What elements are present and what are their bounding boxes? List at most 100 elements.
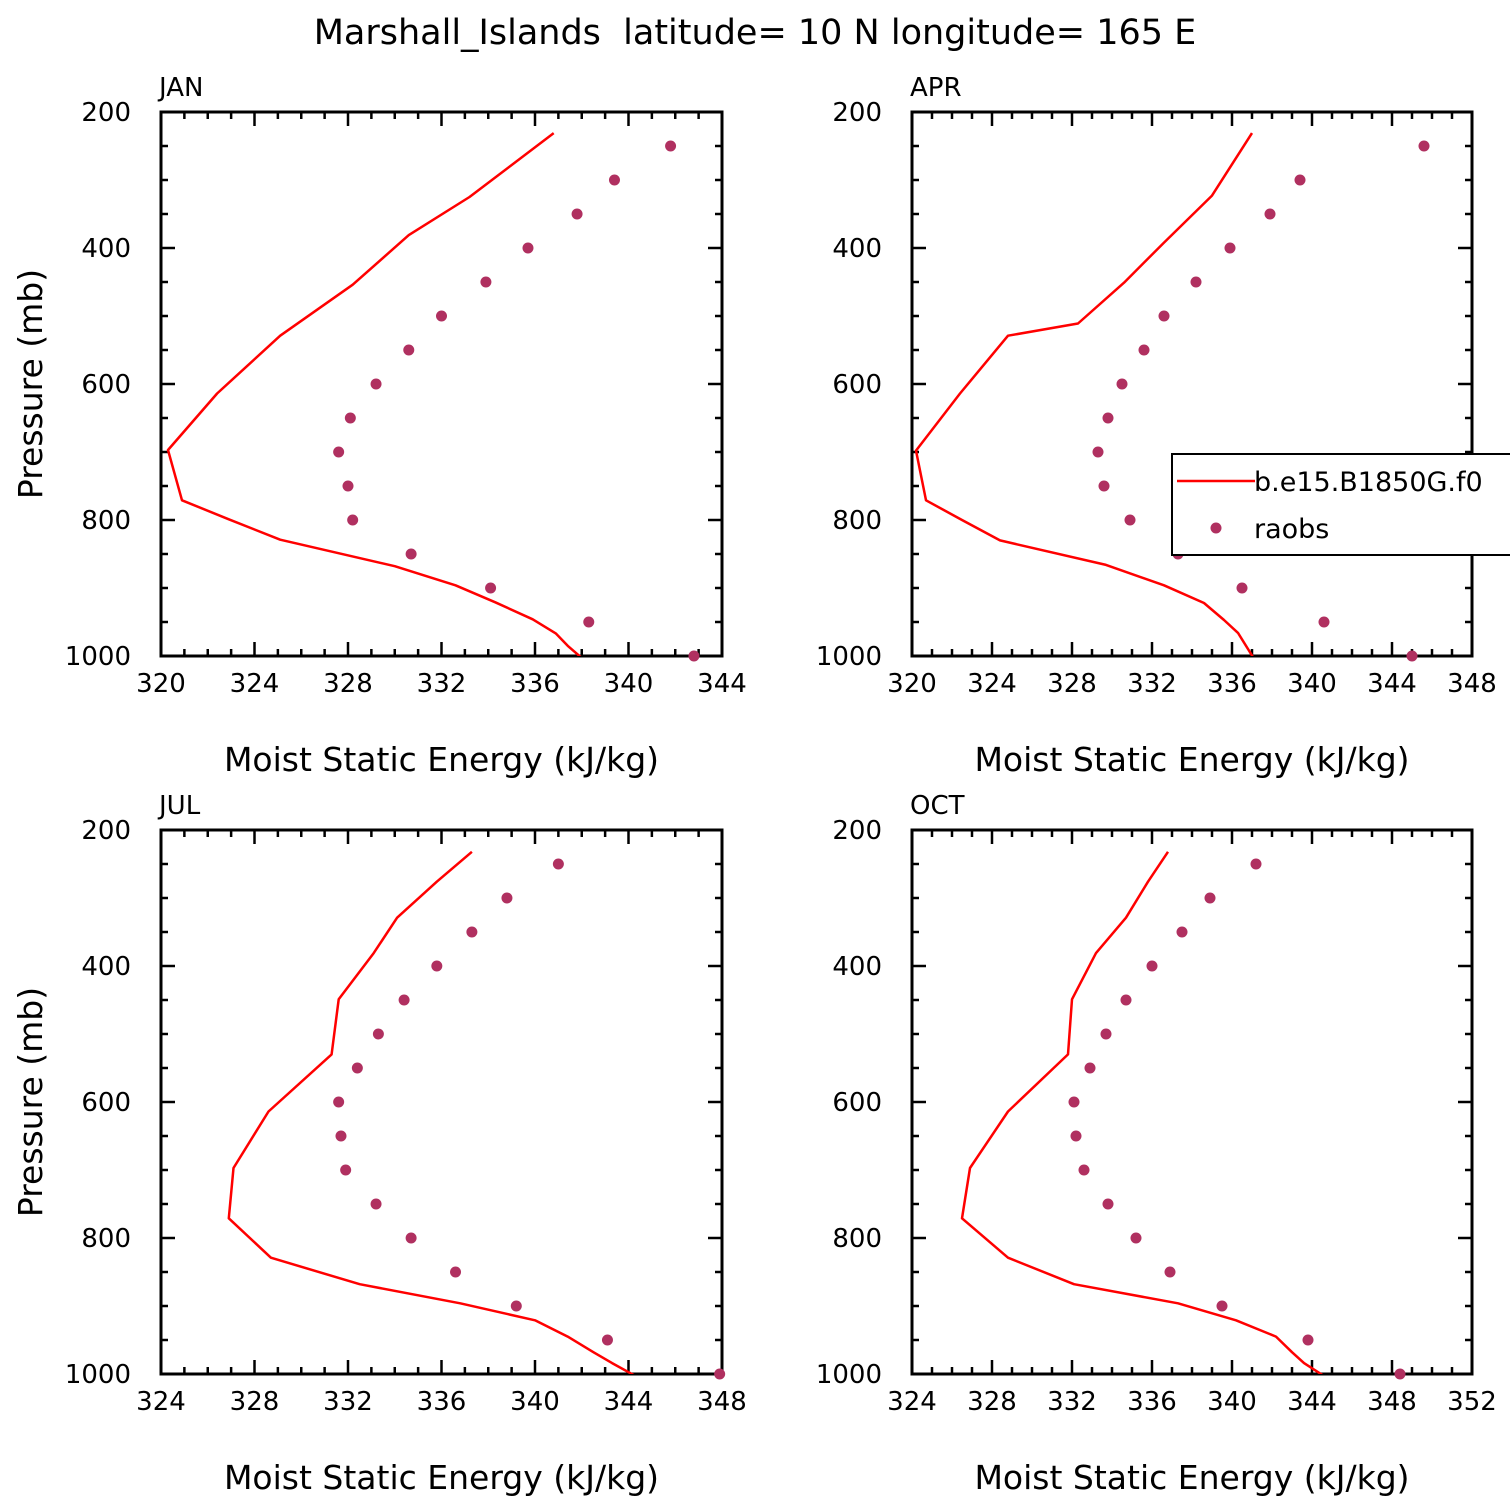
- panel-label-apr: APR: [910, 73, 962, 103]
- raobs-point: [405, 548, 417, 560]
- raobs-point: [1138, 344, 1150, 356]
- x-tick-label: 324: [230, 669, 280, 699]
- x-tick-label: 340: [510, 1387, 560, 1417]
- raobs-point: [1078, 1164, 1090, 1176]
- x-tick-label: 324: [887, 1387, 937, 1417]
- raobs-point: [480, 276, 492, 288]
- raobs-point: [1418, 140, 1430, 152]
- y-tick-label: 600: [81, 370, 131, 400]
- x-tick-label: 348: [1367, 1387, 1417, 1417]
- panel-label-oct: OCT: [910, 791, 965, 821]
- x-tick-label: 328: [967, 1387, 1017, 1417]
- y-tick-label: 600: [832, 1088, 882, 1118]
- raobs-point: [1116, 378, 1128, 390]
- raobs-point: [688, 650, 700, 662]
- x-tick-label: 344: [1367, 669, 1417, 699]
- raobs-point: [335, 1130, 347, 1142]
- raobs-point: [1146, 960, 1158, 972]
- y-tick-label: 1000: [816, 642, 882, 672]
- raobs-point: [398, 994, 410, 1006]
- raobs-point: [1318, 616, 1330, 628]
- raobs-point: [1158, 310, 1170, 322]
- raobs-point: [431, 960, 443, 972]
- raobs-point: [1098, 480, 1110, 492]
- raobs-point: [1394, 1368, 1406, 1380]
- raobs-point: [1406, 650, 1418, 662]
- plot-frame: [159, 110, 724, 658]
- raobs-point: [1100, 1028, 1112, 1040]
- raobs-point: [1068, 1096, 1080, 1108]
- raobs-point: [1102, 412, 1114, 424]
- y-tick-label: 200: [832, 98, 882, 128]
- plot-area: [960, 851, 1324, 1374]
- raobs-point: [665, 140, 677, 152]
- raobs-point: [405, 1232, 417, 1244]
- x-tick-label: 340: [604, 669, 654, 699]
- raobs-point: [601, 1334, 613, 1346]
- y-tick-label: 200: [81, 816, 131, 846]
- x-tick-label: 344: [697, 669, 747, 699]
- panel-jul: 324 328 332 336 340 344 348 200 400 600 800 1000 JUL…: [11, 791, 747, 1497]
- x-tick-label: 336: [1207, 669, 1257, 699]
- y-tick-label: 200: [832, 816, 882, 846]
- y-tick-label: 600: [832, 370, 882, 400]
- raobs-point: [1236, 582, 1248, 594]
- raobs-point: [1120, 994, 1132, 1006]
- raobs-point: [522, 242, 534, 254]
- raobs-point: [436, 310, 447, 322]
- plot-area: [166, 132, 582, 656]
- raobs-point: [1216, 1300, 1228, 1312]
- raobs-point: [340, 1164, 352, 1176]
- x-tick-label: 320: [887, 669, 937, 699]
- x-tick-label: 324: [136, 1387, 186, 1417]
- model-series-line: [914, 132, 1254, 656]
- raobs-point: [608, 174, 620, 186]
- panel-apr: 320 324 328 332 336 340 344 348 200 400 600 800 1000…: [816, 73, 1497, 779]
- raobs-point: [1294, 174, 1306, 186]
- panel-oct: 324 328 332 336 340 344 348 352 200 400 600 800 1000…: [816, 791, 1497, 1497]
- raobs-point: [333, 446, 345, 458]
- x-tick-label: 340: [1287, 669, 1337, 699]
- x-axis-title: Moist Static Energy (kJ/kg): [224, 740, 659, 779]
- raobs-point: [370, 1198, 382, 1210]
- legend: b.e15.B1850G.f0 raobs: [1171, 453, 1510, 556]
- raobs-point: [1176, 926, 1188, 938]
- model-series-line: [166, 132, 582, 656]
- legend-marker-swatch: [1210, 522, 1222, 534]
- raobs-point: [1250, 858, 1262, 870]
- x-tick-label: 332: [1047, 1387, 1097, 1417]
- raobs-point: [552, 858, 564, 870]
- y-tick-label: 800: [81, 506, 131, 536]
- x-tick-label: 328: [230, 1387, 280, 1417]
- plot-frame: [159, 828, 724, 1376]
- y-tick-label: 200: [81, 98, 131, 128]
- y-tick-label: 800: [81, 1224, 131, 1254]
- model-series-line: [960, 851, 1324, 1374]
- legend-box: [1171, 453, 1510, 556]
- x-tick-label: 348: [1447, 669, 1497, 699]
- raobs-point: [1264, 208, 1276, 220]
- plot-frame: [910, 110, 1474, 658]
- plot-area: [227, 850, 635, 1374]
- x-tick-label: 328: [1047, 669, 1097, 699]
- raobs-point: [501, 892, 513, 904]
- raobs-point: [1302, 1334, 1314, 1346]
- raobs-point: [714, 1368, 726, 1380]
- raobs-point: [1190, 276, 1202, 288]
- raobs-point: [344, 412, 356, 424]
- raobs-point: [1084, 1062, 1096, 1074]
- legend-marker-label: raobs: [1254, 514, 1329, 545]
- x-axis-title: Moist Static Energy (kJ/kg): [224, 1458, 659, 1497]
- raobs-point: [1204, 892, 1216, 904]
- raobs-point: [571, 208, 583, 220]
- raobs-point: [1164, 1266, 1176, 1278]
- x-tick-label: 344: [604, 1387, 654, 1417]
- legend-line-label: b.e15.B1850G.f0: [1254, 467, 1483, 498]
- raobs-point: [403, 344, 415, 356]
- panel-label-jan: JAN: [157, 73, 203, 103]
- raobs-point: [351, 1062, 363, 1074]
- x-tick-label: 336: [510, 669, 560, 699]
- y-tick-label: 1000: [65, 1360, 131, 1390]
- raobs-point: [450, 1266, 462, 1278]
